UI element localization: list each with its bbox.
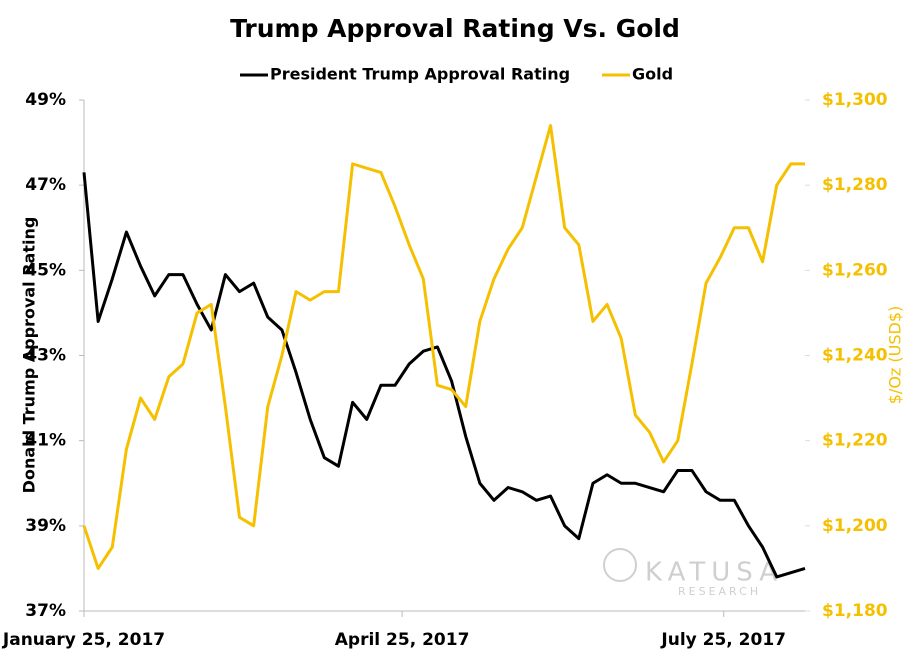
- legend-label: Gold: [632, 65, 673, 84]
- y2-tick-label: $1,200: [822, 516, 888, 536]
- legend-label: President Trump Approval Rating: [270, 65, 570, 84]
- y2-tick-label: $1,220: [822, 431, 888, 451]
- y2-tick-label: $1,300: [822, 90, 888, 110]
- y2-tick-label: $1,240: [822, 346, 888, 366]
- y-tick-label: 49%: [25, 90, 66, 110]
- y-tick-label: 43%: [25, 346, 66, 366]
- y-axis-label: Donald Trump Approval Rating: [20, 217, 39, 494]
- y-tick-label: 41%: [25, 431, 66, 451]
- y2-tick-label: $1,260: [822, 260, 888, 280]
- y2-tick-label: $1,180: [822, 601, 888, 621]
- y2-tick-label: $1,280: [822, 175, 888, 195]
- y-tick-label: 45%: [25, 260, 66, 280]
- series-line: [82, 124, 805, 570]
- series-line: [82, 172, 806, 579]
- watermark-sub: RESEARCH: [678, 585, 761, 598]
- watermark-icon: [603, 548, 637, 582]
- y-tick-label: 47%: [25, 175, 66, 195]
- watermark: KATUSA RESEARCH: [603, 548, 783, 598]
- y2-axis-label: $/Oz (USD$): [886, 306, 905, 405]
- chart-title: Trump Approval Rating Vs. Gold: [230, 14, 680, 43]
- y-tick-label: 39%: [25, 516, 66, 536]
- watermark-name: KATUSA: [645, 558, 783, 588]
- y-tick-label: 37%: [25, 601, 66, 621]
- x-tick-label: April 25, 2017: [335, 630, 470, 650]
- x-tick-label: January 25, 2017: [2, 630, 165, 650]
- x-tick-label: July 25, 2017: [660, 630, 786, 650]
